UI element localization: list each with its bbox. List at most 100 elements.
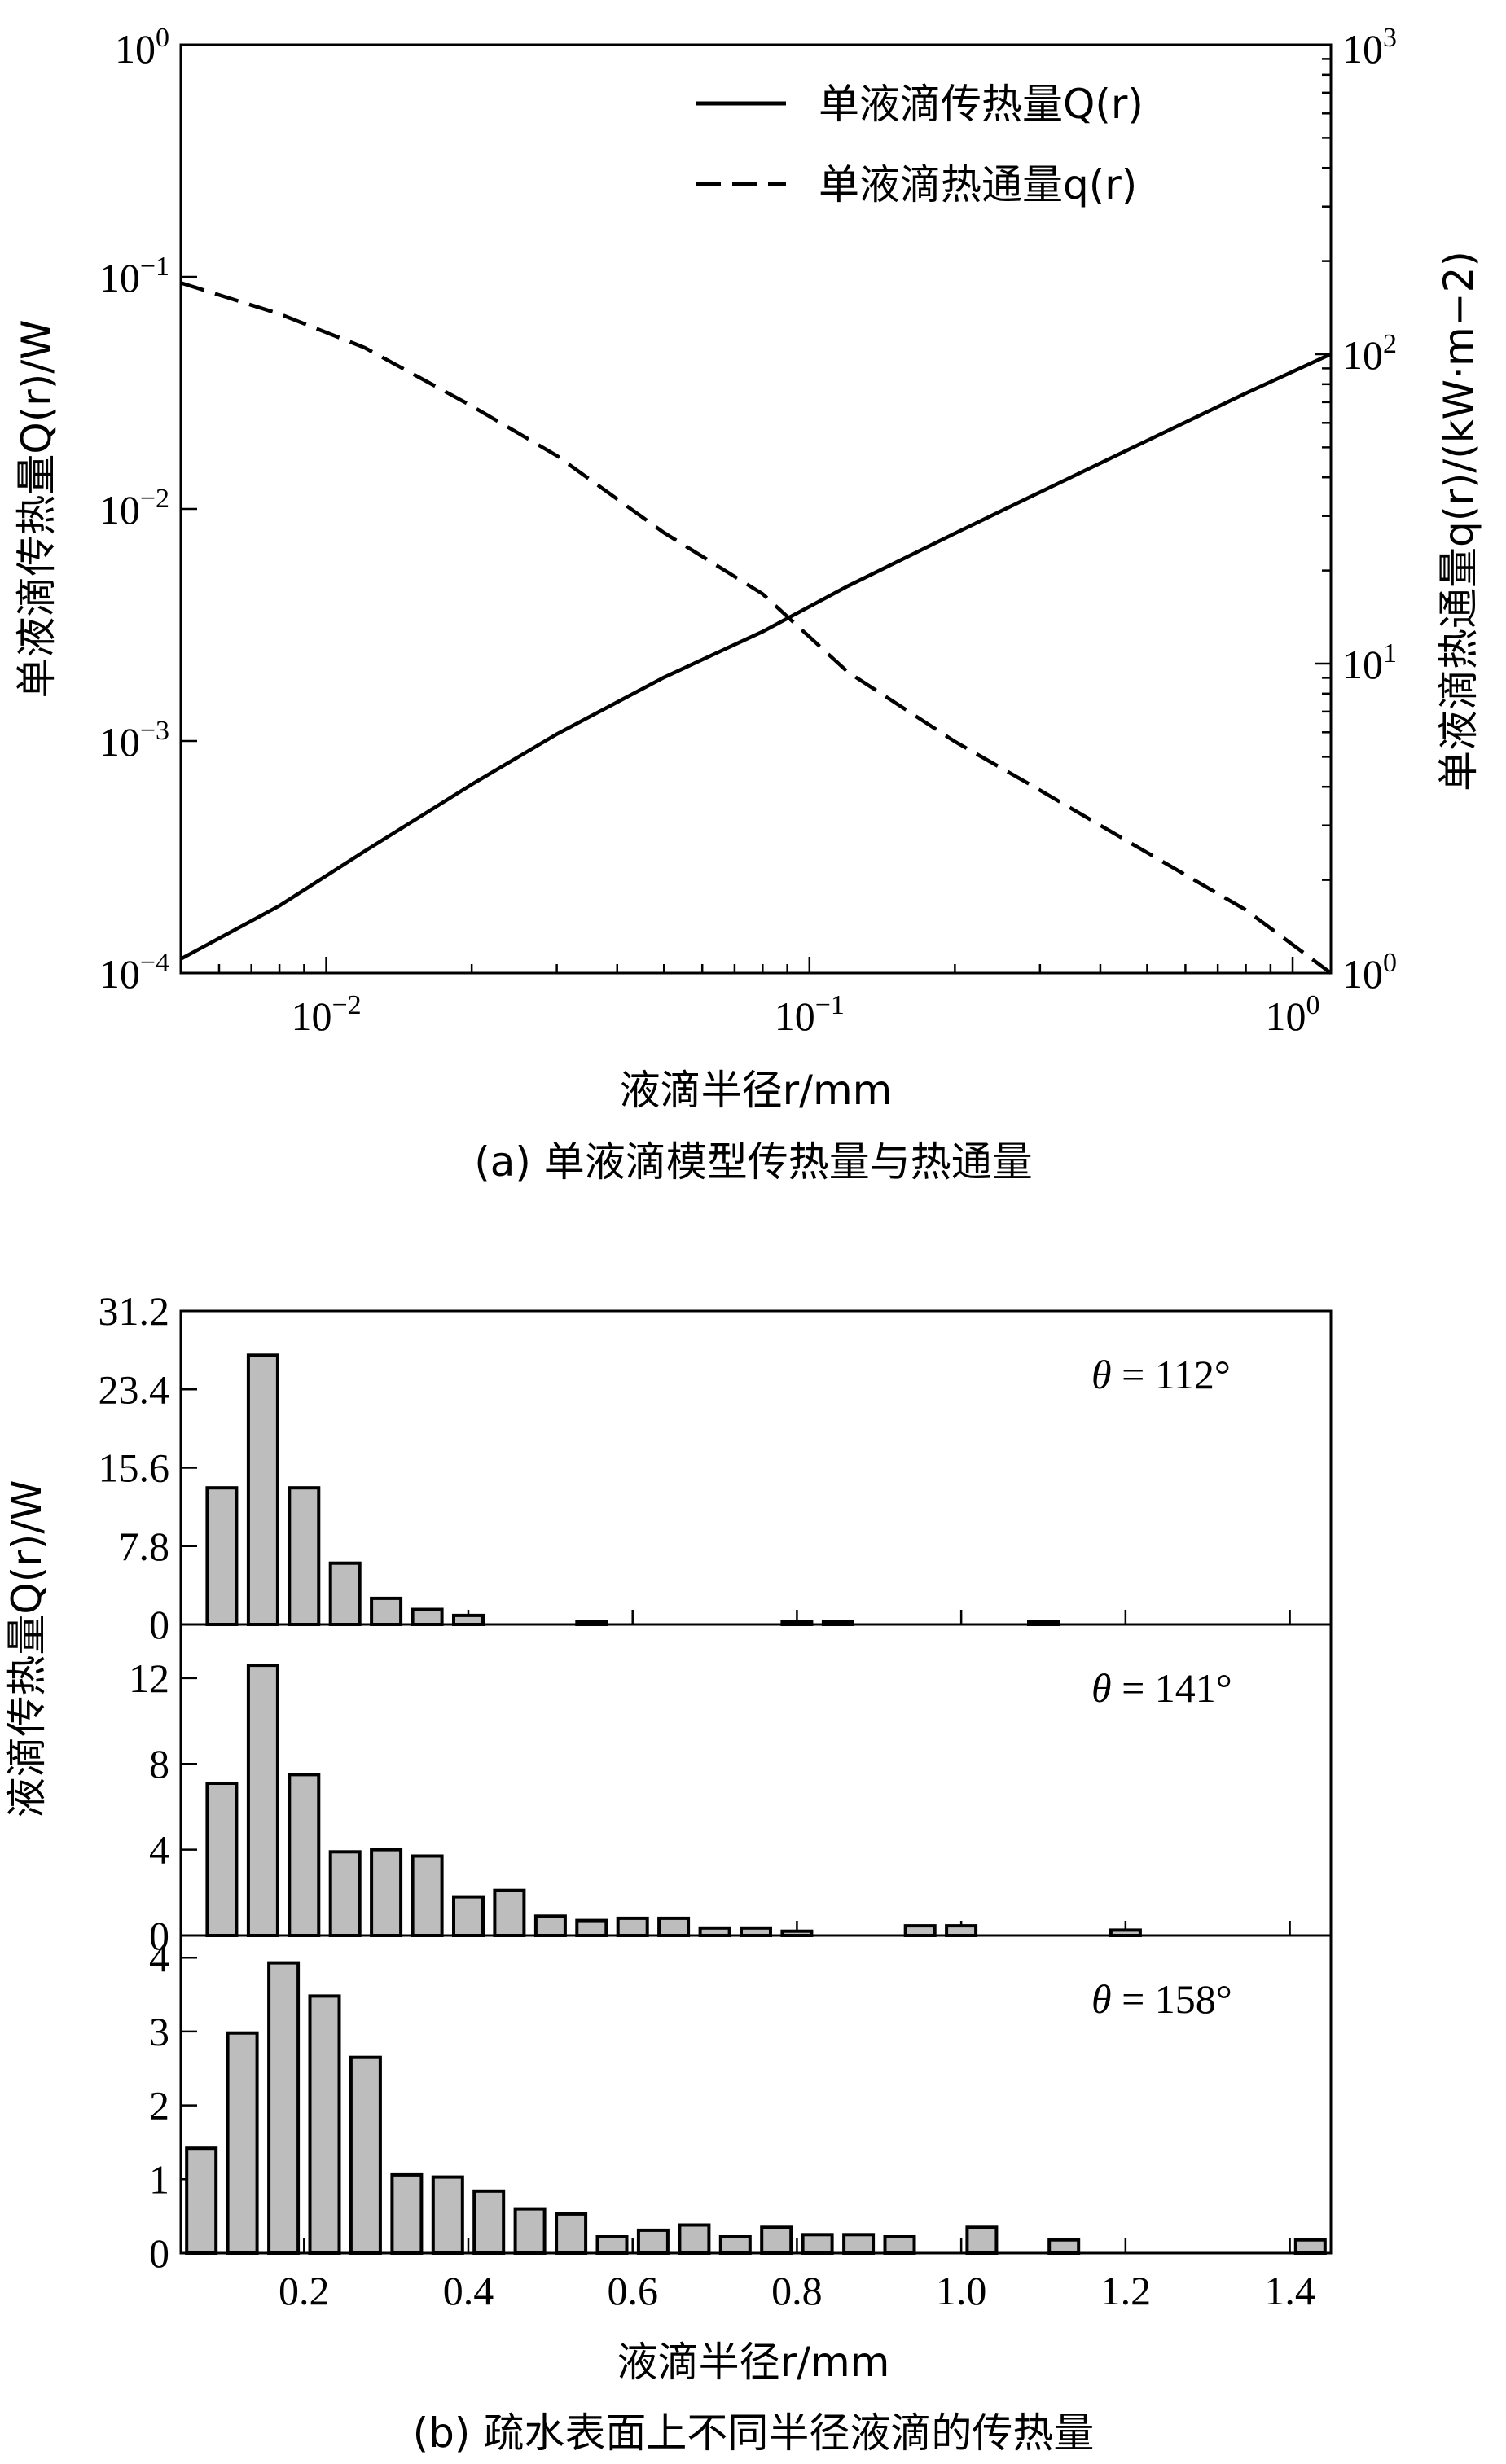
right-y-tick-label: 101 — [1342, 638, 1397, 687]
y-tick-label: 1 — [149, 2156, 169, 2202]
bar — [718, 2235, 752, 2255]
bar — [370, 1848, 403, 1938]
x-tick-label: 1.4 — [1264, 2268, 1315, 2313]
bar — [513, 2207, 547, 2256]
bar — [226, 2031, 259, 2255]
legend-label-heat-flux: 单液滴热通量q(r) — [819, 161, 1137, 208]
bar — [390, 2172, 424, 2255]
right-y-tick-label: 103 — [1342, 23, 1397, 72]
bar — [1293, 2238, 1327, 2255]
contact-angle-annotation: θ = 158° — [1091, 1976, 1232, 2022]
bar — [945, 1924, 978, 1938]
left-y-tick-label: 10−3 — [99, 716, 169, 765]
bar — [760, 2225, 793, 2256]
x-tick-label: 1.0 — [936, 2268, 987, 2313]
panel-frame — [179, 1934, 1333, 2255]
y-tick-label: 0 — [149, 2230, 169, 2276]
y-tick-label: 0 — [149, 1602, 169, 1647]
chart-b-panel-2: 12 8 4 0 θ = 141° — [129, 1623, 1333, 1958]
bar — [246, 1353, 279, 1627]
x-tick-label: 10−2 — [291, 990, 361, 1039]
x-tick-label: 1.2 — [1100, 2268, 1152, 2313]
bar — [308, 1994, 341, 2255]
chart-a-x-ticks: 10−2 10−1 100 — [179, 957, 1320, 1039]
bar — [842, 2233, 876, 2256]
bar — [903, 1924, 937, 1938]
bar — [472, 2189, 506, 2256]
y-tick-label: 23.4 — [99, 1366, 170, 1412]
y-tick-label: 31.2 — [99, 1288, 170, 1334]
chart-b-x-ticks: 0.2 0.4 0.6 0.8 1.0 1.2 1.4 — [279, 2268, 1315, 2313]
bar — [801, 2233, 834, 2256]
bar — [657, 1916, 691, 1937]
series-heat-transfer-line — [179, 352, 1332, 961]
bar — [452, 1895, 485, 1938]
contact-angle-annotation: θ = 141° — [1091, 1665, 1232, 1711]
bar — [431, 2175, 464, 2256]
right-y-tick-label: 102 — [1342, 329, 1397, 378]
bar — [636, 2228, 670, 2255]
chart-b-y-label: 液滴传热量Q(r)/W — [3, 1480, 50, 1817]
bar — [493, 1888, 526, 1937]
bar — [965, 2225, 999, 2256]
bar — [533, 1914, 567, 1938]
bar — [328, 1850, 362, 1938]
chart-a-right-y-ticks: 103 102 101 100 — [1315, 23, 1397, 997]
bar — [267, 1961, 301, 2256]
left-y-tick-label: 100 — [115, 23, 169, 72]
chart-a-legend: 单液滴传热量Q(r) 单液滴热通量q(r) — [696, 81, 1144, 208]
contact-angle-annotation: θ = 112° — [1091, 1352, 1231, 1397]
y-tick-label: 0 — [149, 1913, 169, 1958]
x-tick-label: 0.6 — [607, 2268, 658, 2313]
legend-label-heat-transfer: 单液滴传热量Q(r) — [819, 81, 1144, 128]
bar — [288, 1773, 321, 1937]
x-tick-label: 0.8 — [771, 2268, 823, 2313]
y-tick-label: 15.6 — [99, 1445, 170, 1491]
bar — [555, 2212, 588, 2255]
x-tick-label: 0.4 — [443, 2268, 494, 2313]
bar — [411, 1607, 444, 1626]
bar — [205, 1782, 239, 1937]
left-y-tick-label: 10−1 — [99, 252, 169, 300]
chart-b-caption: (b) 疏水表面上不同半径液滴的传热量 — [413, 2409, 1095, 2457]
bar — [883, 2235, 916, 2255]
left-y-tick-label: 10−4 — [99, 948, 169, 997]
chart-a-left-y-ticks: 10−4 10−3 10−2 10−1 100 — [99, 23, 197, 997]
bar — [328, 1561, 362, 1626]
bar — [205, 1486, 239, 1626]
bar — [185, 2146, 218, 2255]
series-heat-flux-line — [180, 281, 1333, 975]
chart-a-right-y-label: 单液滴热通量q(r)/(kW·m−2) — [1435, 251, 1482, 791]
y-tick-label: 3 — [149, 2009, 169, 2054]
bar — [370, 1596, 403, 1627]
x-tick-label: 100 — [1266, 990, 1320, 1039]
bar — [678, 2223, 711, 2255]
chart-a-caption: (a) 单液滴模型传热量与热通量 — [474, 1138, 1033, 1186]
x-tick-label: 0.2 — [279, 2268, 330, 2313]
y-tick-label: 12 — [129, 1655, 169, 1701]
x-tick-label: 10−1 — [775, 990, 845, 1039]
y-tick-label: 4 — [149, 1827, 169, 1873]
chart-b-panel-3: 4 3 2 1 0 θ = 158° — [149, 1934, 1333, 2276]
y-tick-label: 8 — [149, 1741, 169, 1787]
y-tick-label: 4 — [149, 1935, 169, 1980]
chart-a-series — [179, 281, 1333, 975]
bar — [616, 1916, 649, 1937]
right-y-tick-label: 100 — [1342, 948, 1397, 997]
bar — [349, 2055, 382, 2255]
chart-a-left-y-label: 单液滴传热量Q(r)/W — [13, 319, 60, 698]
bar — [246, 1664, 279, 1937]
bar — [595, 2235, 629, 2255]
y-tick-label: 7.8 — [119, 1524, 170, 1569]
chart-b-x-label: 液滴半径r/mm — [617, 2339, 890, 2386]
bar — [452, 1613, 485, 1627]
bar — [288, 1486, 321, 1626]
chart-b-panel-1: 31.2 23.4 15.6 7.8 0 θ = 112° — [99, 1288, 1333, 1647]
left-y-tick-label: 10−2 — [99, 484, 169, 533]
chart-a-x-label: 液滴半径r/mm — [620, 1067, 893, 1114]
y-tick-label: 2 — [149, 2083, 169, 2129]
